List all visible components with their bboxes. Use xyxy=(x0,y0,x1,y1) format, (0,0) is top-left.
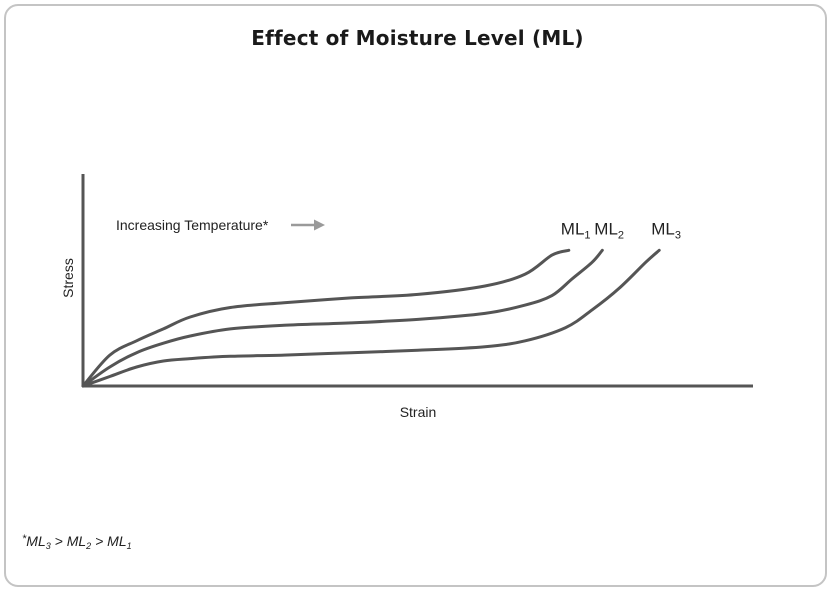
footnote-ml2: ML2 xyxy=(66,533,92,551)
arrow-right-icon xyxy=(291,219,325,231)
footnote: *ML3 > ML2 > ML1 xyxy=(22,533,132,551)
series-line-ml1 xyxy=(81,248,571,388)
x-axis-label: Strain xyxy=(400,404,437,420)
footnote-star: * xyxy=(22,533,27,545)
footnote-ml1: ML1 xyxy=(107,533,132,551)
y-axis-label: Stress xyxy=(60,258,76,298)
chart-title: Effect of Moisture Level (ML) xyxy=(251,26,584,50)
footnote-ml3: ML3 xyxy=(26,533,51,551)
series-line-ml2 xyxy=(81,248,604,388)
annotation-label: Increasing Temperature* xyxy=(116,217,269,233)
footnote-sep: > xyxy=(91,533,108,549)
series-label-ml3: ML3 xyxy=(651,219,681,241)
series-line-ml3 xyxy=(81,248,661,388)
series-label-ml2: ML2 xyxy=(594,219,624,241)
series-layer: ML1 ML2 ML3 xyxy=(81,219,681,388)
series-label-ml1: ML1 xyxy=(561,219,591,241)
footnote-sep: > xyxy=(50,533,67,549)
